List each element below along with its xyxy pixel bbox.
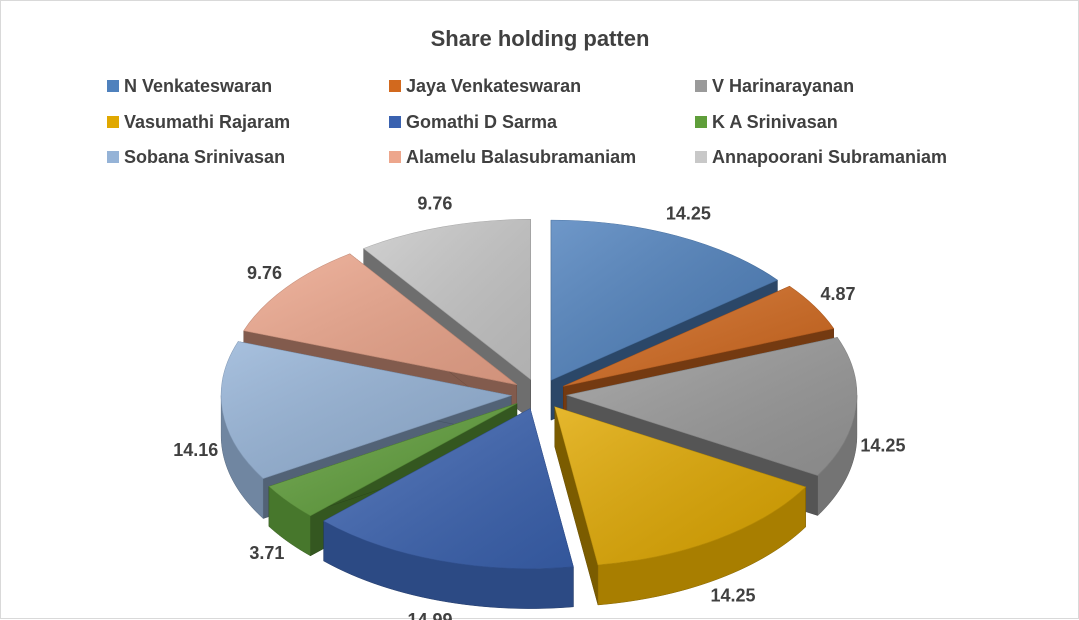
data-label-gomathi-d-sarma: 14.99 (407, 610, 452, 620)
pie-slices (220, 219, 858, 609)
legend-item-alamelu-balasubramaniam: Alamelu Balasubramaniam (406, 147, 636, 167)
pie-slice-gomathi-d-sarma (323, 408, 574, 609)
data-labels: 14.25 4.87 14.25 14.25 14.99 3.71 14.16 9.76 9.7… (173, 193, 905, 620)
legend-swatch-v-harinarayanan (695, 80, 707, 92)
legend-swatch-sobana-srinivasan (107, 151, 119, 163)
legend-item-sobana-srinivasan: Sobana Srinivasan (124, 147, 285, 167)
legend-swatch-n-venkateswaran (107, 80, 119, 92)
legend-item-vasumathi-rajaram: Vasumathi Rajaram (124, 112, 290, 132)
legend: N Venkateswaran Jaya Venkateswaran V Harin… (107, 76, 947, 167)
data-label-vasumathi-rajaram: 14.25 (710, 585, 755, 605)
legend-swatch-vasumathi-rajaram (107, 116, 119, 128)
pie-slice-vasumathi-rajaram (554, 406, 807, 606)
legend-swatch-annapoorani-subramaniam (695, 151, 707, 163)
legend-item-k-a-srinivasan: K A Srinivasan (712, 112, 838, 132)
data-label-jaya-venkateswaran: 4.87 (820, 284, 855, 304)
legend-item-v-harinarayanan: V Harinarayanan (712, 76, 854, 96)
legend-item-n-venkateswaran: N Venkateswaran (124, 76, 272, 96)
data-label-sobana-srinivasan: 14.16 (173, 440, 218, 460)
legend-swatch-gomathi-d-sarma (389, 116, 401, 128)
data-label-alamelu-balasubramaniam: 9.76 (247, 263, 282, 283)
legend-item-jaya-venkateswaran: Jaya Venkateswaran (406, 76, 581, 96)
data-label-k-a-srinivasan: 3.71 (249, 543, 284, 563)
chart-title: Share holding patten (431, 26, 650, 51)
data-label-annapoorani-subramaniam: 9.76 (417, 193, 452, 213)
legend-swatch-jaya-venkateswaran (389, 80, 401, 92)
legend-swatch-alamelu-balasubramaniam (389, 151, 401, 163)
legend-item-annapoorani-subramaniam: Annapoorani Subramaniam (712, 147, 947, 167)
data-label-n-venkateswaran: 14.25 (666, 204, 711, 224)
legend-item-gomathi-d-sarma: Gomathi D Sarma (406, 112, 558, 132)
data-label-v-harinarayanan: 14.25 (860, 436, 905, 456)
legend-swatch-k-a-srinivasan (695, 116, 707, 128)
